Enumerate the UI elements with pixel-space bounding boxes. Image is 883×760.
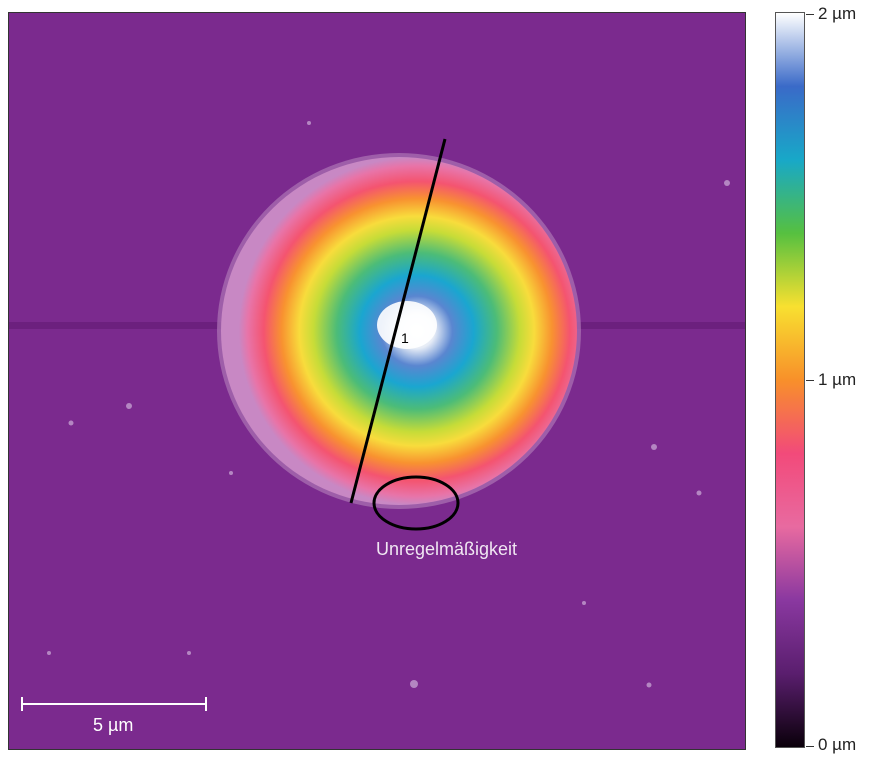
- profile-line-label: 1: [401, 330, 409, 346]
- colorbar-mid-label: 1 µm: [818, 370, 857, 389]
- scale-bar-label: 5 µm: [93, 715, 133, 735]
- irregularity-marker: [372, 475, 460, 531]
- irregularity-label: Unregelmäßigkeit: [376, 539, 517, 559]
- tick-mid: [806, 380, 814, 381]
- tick-max: [806, 14, 814, 15]
- colorbar-min-label: 0 µm: [818, 735, 857, 754]
- scale-bar: [21, 697, 207, 711]
- tick-min: [806, 746, 814, 747]
- height-colorbar: [775, 12, 805, 748]
- dome-peak: [377, 301, 437, 349]
- colorbar-max-label: 2 µm: [818, 4, 857, 23]
- profile-line[interactable]: [349, 138, 447, 504]
- surface-particles: [47, 121, 730, 688]
- afm-height-image: 1 Unregelmäßigkeit 5 µm: [8, 12, 746, 750]
